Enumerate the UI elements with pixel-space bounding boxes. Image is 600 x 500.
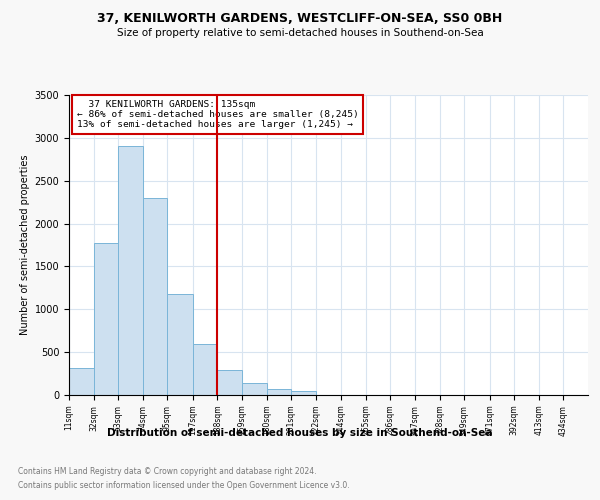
Bar [193,344,217,395]
Text: 37 KENILWORTH GARDENS: 135sqm
← 86% of semi-detached houses are smaller (8,245)
: 37 KENILWORTH GARDENS: 135sqm ← 86% of s… [77,100,359,130]
Bar [266,390,291,395]
Bar [242,382,266,395]
Text: Contains public sector information licensed under the Open Government Licence v3: Contains public sector information licen… [18,481,350,490]
Text: Size of property relative to semi-detached houses in Southend-on-Sea: Size of property relative to semi-detach… [116,28,484,38]
Bar [69,368,94,395]
Bar [143,198,167,395]
Text: Distribution of semi-detached houses by size in Southend-on-Sea: Distribution of semi-detached houses by … [107,428,493,438]
Text: Contains HM Land Registry data © Crown copyright and database right 2024.: Contains HM Land Registry data © Crown c… [18,468,317,476]
Y-axis label: Number of semi-detached properties: Number of semi-detached properties [20,155,31,336]
Text: 37, KENILWORTH GARDENS, WESTCLIFF-ON-SEA, SS0 0BH: 37, KENILWORTH GARDENS, WESTCLIFF-ON-SEA… [97,12,503,26]
Bar [217,370,242,395]
Bar [94,243,118,395]
Bar [167,294,193,395]
Bar [118,146,143,395]
Bar [291,391,316,395]
